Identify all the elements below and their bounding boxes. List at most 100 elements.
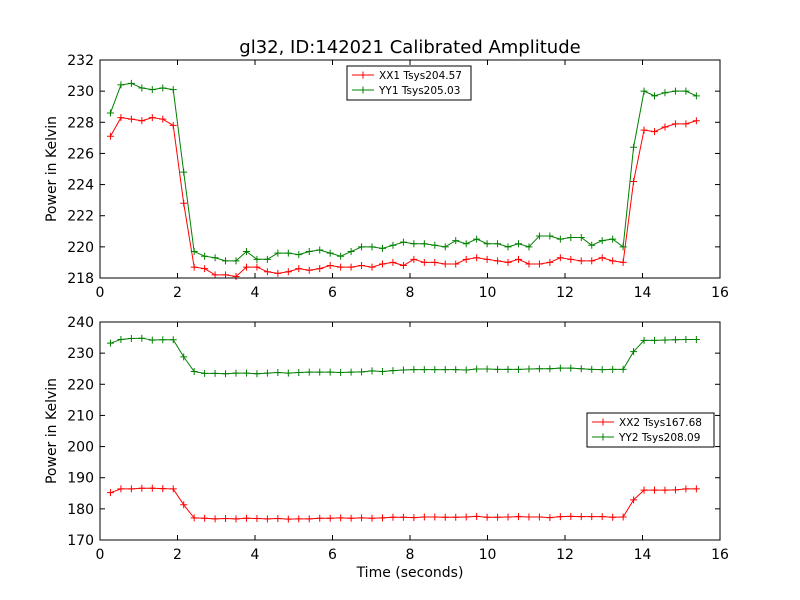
bottom-series-2-point [358,368,366,376]
bottom-series-2-point [682,335,690,343]
top-series-1-point [494,257,502,265]
top-series-1-point [410,255,418,263]
bottom-series-2-point [399,366,407,374]
top-series-2-point [494,240,502,248]
bottom-series-1-point [117,485,125,493]
bottom-series-2-point [640,336,648,344]
bottom-series-1-point [452,513,460,521]
bottom-y-axis-label: Power in Kelvin [44,378,60,484]
bottom-x-tick-label: 6 [328,547,337,563]
bottom-series-1-point [347,514,355,522]
top-series-1-point [619,258,627,266]
top-series-1-point [598,254,606,262]
bottom-chart: 0 2 4 6 8 10 12 14 16 170 180 190 200 210 220 230 240 Pow… [44,315,729,581]
bottom-series-2-point [525,365,533,373]
bottom-series-1-point [358,514,366,522]
bottom-series-2-point [305,368,313,376]
bottom-series-2-point [180,353,188,361]
bottom-series-1-point [190,514,198,522]
figure-title: gl32, ID:142021 Calibrated Amplitude [239,37,580,58]
top-series-1-point [399,262,407,270]
top-legend-marker-2 [359,86,367,94]
top-series-2-point [546,232,554,240]
top-series-1-point [326,262,334,270]
top-series-2-point [326,249,334,257]
top-series-2-point [389,241,397,249]
bottom-series-2-point [117,335,125,343]
top-series-2-point [462,240,470,248]
top-series-1 [106,114,700,280]
top-series-1-point [556,254,564,262]
top-series-1-point [169,121,177,129]
top-series-1-point [127,115,135,123]
top-series-2-point [263,255,271,263]
top-series-2-point [651,92,659,100]
bottom-series-1-point [305,515,313,523]
top-y-tick-label: 226 [67,146,94,162]
top-series-1-point [609,257,617,265]
top-series-2-point [410,240,418,248]
bottom-series-1-point [232,515,240,523]
bottom-series-2-point [671,336,679,344]
bottom-y-tick-label: 180 [67,502,94,518]
bottom-y-tick-label: 230 [67,346,94,362]
bottom-x-tick-label: 10 [479,547,497,563]
bottom-series-1-point [399,513,407,521]
top-series-2-point [640,87,648,95]
top-series-2-point [504,243,512,251]
bottom-series-2-point [630,348,638,356]
top-series-2-point [347,248,355,256]
bottom-series-1 [106,484,700,523]
bottom-series-1-point [410,514,418,522]
bottom-series-1-point [567,512,575,520]
top-series-1-point [651,128,659,136]
top-series-2-point [337,252,345,260]
top-series-2-point [242,248,250,256]
top-series-1-point [378,260,386,268]
top-series-1-point [138,117,146,125]
top-series-1-point [515,255,522,263]
top-series-1-point [630,177,638,185]
bottom-series-2-point [232,369,240,377]
top-y-tick-label: 222 [67,209,94,225]
top-series-1-point [148,114,156,122]
bottom-series-1-point [106,489,114,497]
top-series-1-point [263,268,271,276]
bottom-series-1-point [661,486,669,494]
bottom-series-2-point [535,365,543,373]
bottom-series-2-point [651,336,659,344]
top-series-2-point [483,240,491,248]
top-series-1-point [473,254,481,262]
top-series-1-point [305,266,313,274]
top-series-1-point [295,265,303,273]
top-y-tick-label: 230 [67,84,94,100]
top-series-2-point [222,257,230,265]
bottom-series-1-point [337,514,345,522]
bottom-series-2-point [253,370,261,378]
bottom-series-2-point [169,336,177,344]
bottom-series-2-point [127,335,135,343]
bottom-series-1-point [671,486,679,494]
bottom-series-2-point [619,365,627,373]
bottom-x-tick-label: 8 [406,547,415,563]
bottom-series-2-point [347,368,355,376]
bottom-series-2-point [567,364,575,372]
top-series-2-point [452,237,460,245]
bottom-series-2-point [431,366,439,374]
top-series-1-point [389,258,397,266]
bottom-series-2-point [609,365,617,373]
top-series-2-point [316,246,324,254]
top-series-2-point [535,232,543,240]
bottom-series-2-point [462,366,470,374]
bottom-x-tick-label: 2 [173,547,182,563]
bottom-series-2-point [190,368,198,376]
top-series-2-point [117,81,125,89]
top-series-2-point [148,86,156,94]
top-series-2-point [692,92,700,100]
bottom-series-2-point [389,367,397,375]
top-series-1-point [588,257,596,265]
bottom-series-1-point [159,485,167,493]
top-legend-marker-1 [359,71,367,79]
top-series-1-point [441,260,449,268]
